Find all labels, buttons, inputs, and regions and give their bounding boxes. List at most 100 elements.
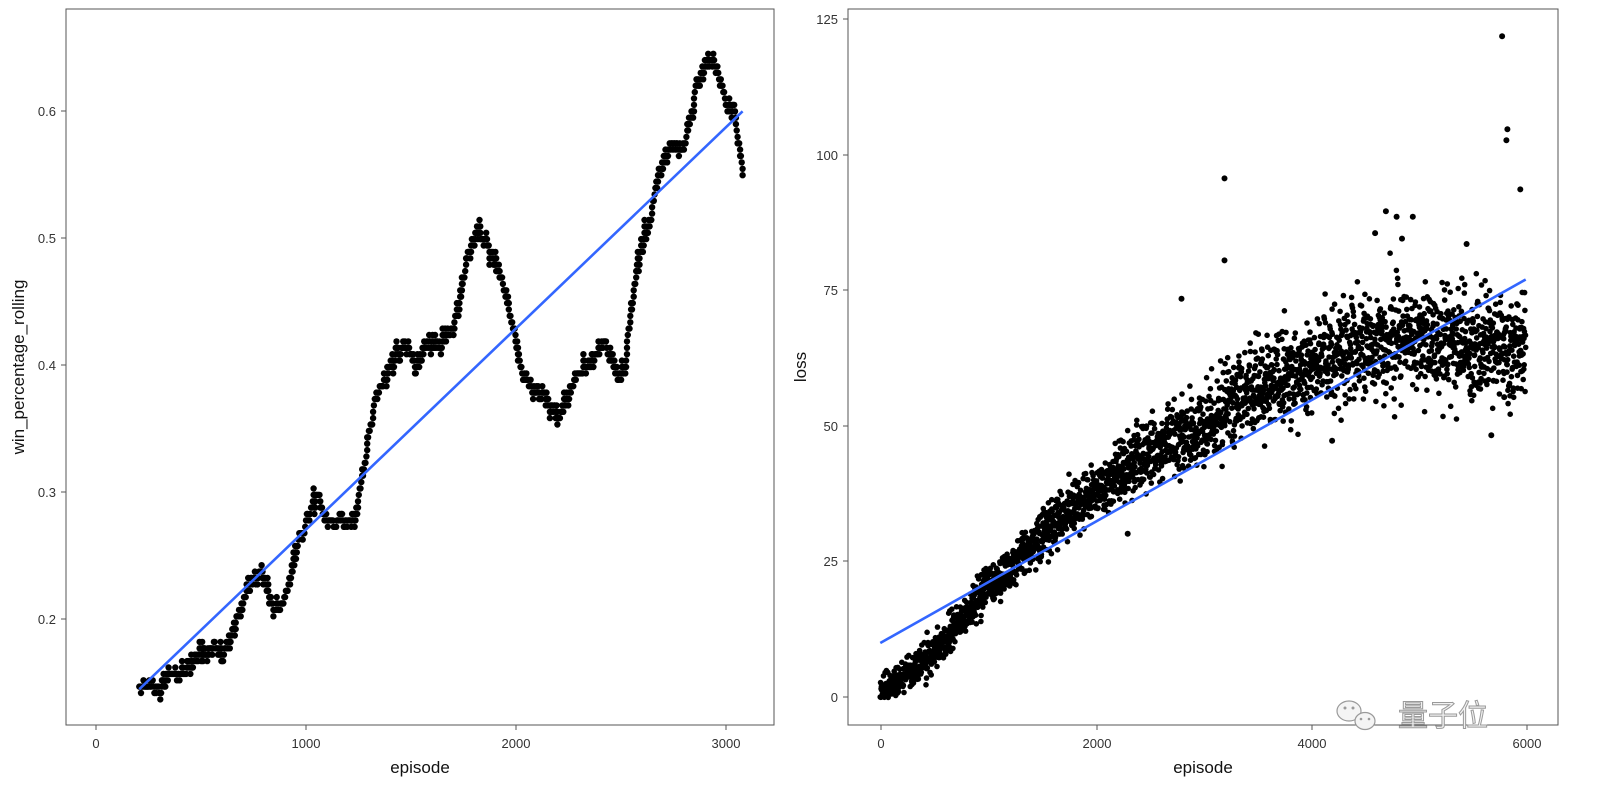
data-point xyxy=(1267,394,1273,400)
data-point xyxy=(1469,375,1476,381)
data-point xyxy=(1309,374,1316,381)
data-point xyxy=(1505,387,1511,394)
watermark: 量子位 xyxy=(1336,699,1489,735)
data-point xyxy=(1103,501,1110,508)
data-point xyxy=(1220,369,1226,376)
data-point xyxy=(1462,328,1469,335)
data-point xyxy=(492,248,499,256)
data-point xyxy=(900,682,907,689)
data-point xyxy=(483,229,490,236)
data-point xyxy=(1339,373,1345,379)
data-point xyxy=(1459,275,1465,282)
data-point xyxy=(664,152,672,160)
data-point xyxy=(505,306,512,313)
data-point xyxy=(1421,408,1428,415)
data-point xyxy=(1287,426,1294,433)
data-point xyxy=(1508,373,1515,380)
data-point xyxy=(383,383,390,390)
data-point xyxy=(627,312,634,320)
x-tick-label: 2000 xyxy=(1083,736,1112,751)
data-point xyxy=(1230,400,1236,406)
data-point xyxy=(354,510,361,518)
data-point xyxy=(1481,370,1487,377)
data-point xyxy=(254,581,261,588)
data-point xyxy=(1178,427,1184,433)
data-point xyxy=(1165,401,1171,407)
data-point xyxy=(1283,329,1289,336)
data-point xyxy=(1390,326,1397,332)
data-point xyxy=(1393,213,1400,220)
data-point xyxy=(1085,477,1091,483)
data-point xyxy=(1433,335,1440,342)
data-point xyxy=(1291,335,1298,342)
data-point xyxy=(1048,550,1055,557)
data-point xyxy=(227,638,234,646)
data-point xyxy=(1436,390,1442,397)
data-point xyxy=(1374,297,1380,304)
points-right xyxy=(877,33,1529,701)
data-point xyxy=(1208,405,1214,412)
data-point xyxy=(1298,352,1305,358)
data-point xyxy=(1385,360,1391,367)
data-point xyxy=(1485,376,1492,383)
data-point xyxy=(1143,423,1150,429)
data-point xyxy=(717,76,724,83)
data-point xyxy=(1314,316,1321,322)
data-point xyxy=(1503,328,1509,335)
data-point xyxy=(267,593,275,601)
data-point xyxy=(1393,267,1400,274)
data-point xyxy=(643,235,650,243)
data-point xyxy=(499,280,507,288)
data-point xyxy=(1088,505,1094,511)
data-point xyxy=(1276,367,1282,374)
data-point xyxy=(217,638,224,646)
data-point xyxy=(1456,333,1463,340)
data-point xyxy=(700,76,707,83)
data-point xyxy=(1145,453,1152,460)
data-point xyxy=(1334,351,1341,358)
data-point xyxy=(1413,366,1419,373)
data-point xyxy=(1013,581,1019,588)
data-point xyxy=(1295,390,1302,397)
data-point xyxy=(1381,310,1388,317)
data-point xyxy=(405,344,413,351)
data-point xyxy=(1443,326,1450,332)
data-point xyxy=(1422,373,1428,380)
data-point xyxy=(1503,324,1509,330)
data-point xyxy=(370,402,378,409)
data-point xyxy=(1149,430,1155,436)
y-tick-label: 75 xyxy=(824,283,838,298)
data-point xyxy=(1088,513,1095,520)
y-tick-label: 125 xyxy=(816,12,838,27)
data-point xyxy=(1504,361,1510,368)
data-point xyxy=(431,331,439,339)
data-point xyxy=(1131,437,1137,443)
data-point xyxy=(628,306,636,313)
data-point xyxy=(1219,439,1226,445)
data-point xyxy=(1185,443,1191,449)
data-point xyxy=(636,255,643,262)
data-point xyxy=(648,204,656,211)
data-point xyxy=(1265,352,1272,359)
data-point xyxy=(1383,380,1390,386)
data-point xyxy=(1271,375,1277,382)
data-point xyxy=(385,370,392,377)
data-point xyxy=(949,606,955,612)
data-point xyxy=(1437,331,1444,338)
data-point xyxy=(1490,377,1497,384)
data-point xyxy=(1288,345,1294,351)
data-point xyxy=(726,95,733,102)
data-point xyxy=(1441,297,1448,303)
data-point xyxy=(1517,186,1524,193)
data-point xyxy=(714,63,721,70)
data-point xyxy=(1302,397,1308,403)
data-point xyxy=(1506,380,1513,387)
chart-win-percentage: 0 1000 2000 3000 episode 0.2 0.3 0.4 0.5… xyxy=(9,8,775,777)
data-point xyxy=(617,376,625,383)
data-point xyxy=(973,621,980,627)
data-point xyxy=(1412,299,1419,305)
data-point xyxy=(1347,341,1354,348)
data-point xyxy=(358,478,365,486)
data-point xyxy=(1418,370,1424,377)
data-point xyxy=(1509,347,1515,354)
